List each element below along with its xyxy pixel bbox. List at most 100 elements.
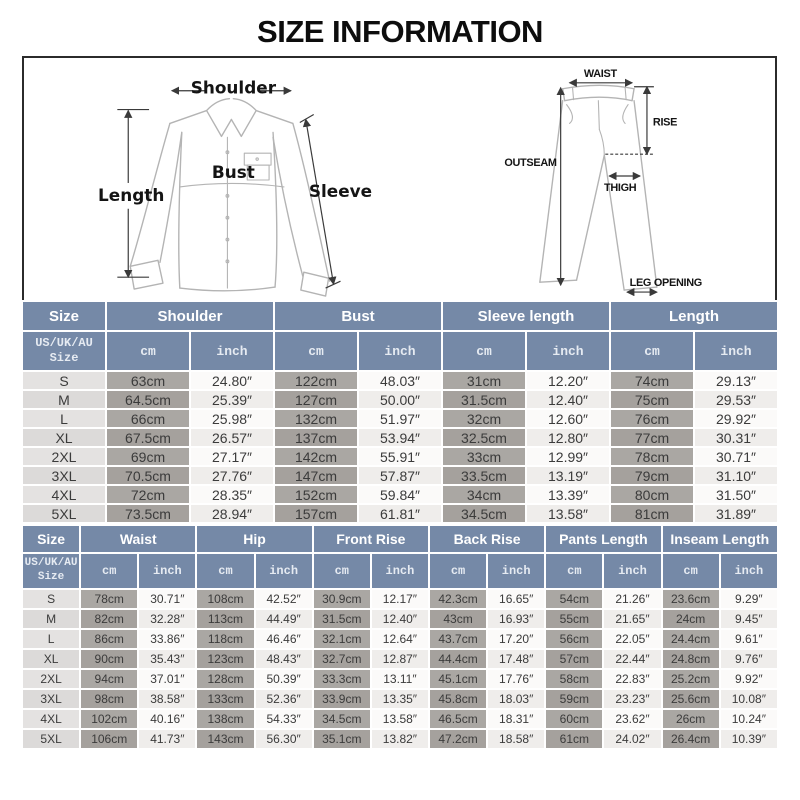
size-cell: L — [20, 628, 82, 650]
inch-value-cell: 29.53″ — [693, 389, 779, 410]
unit-cm-header: cm — [660, 552, 721, 590]
unit-inch-header: inch — [189, 330, 275, 372]
cm-value-cell: 90cm — [79, 648, 140, 670]
unit-inch-header: inch — [602, 552, 663, 590]
cm-value-cell: 94cm — [79, 668, 140, 690]
cm-value-cell: 43cm — [427, 608, 489, 630]
inch-value-cell: 22.44″ — [602, 648, 663, 670]
cm-value-cell: 44.4cm — [427, 648, 489, 670]
table-row: 2XL 69cm 27.17″ 142cm 55.91″ 33cm 12.99″ 78cm 30… — [21, 446, 779, 467]
cm-value-cell: 66cm — [105, 408, 191, 429]
unit-inch-header: inch — [369, 552, 430, 590]
inch-value-cell: 54.33″ — [253, 708, 314, 730]
inch-value-cell: 21.26″ — [602, 588, 663, 610]
cm-value-cell: 23.6cm — [660, 588, 721, 610]
unit-inch-header: inch — [486, 552, 547, 590]
inch-value-cell: 28.94″ — [189, 503, 275, 524]
inch-value-cell: 18.31″ — [486, 708, 547, 730]
inch-value-cell: 59.84″ — [357, 484, 443, 505]
inch-value-cell: 10.24″ — [718, 708, 780, 730]
inch-value-cell: 48.43″ — [253, 648, 314, 670]
size-cell: S — [21, 370, 107, 391]
cm-value-cell: 64.5cm — [105, 389, 191, 410]
size-column-header: Size — [21, 300, 107, 332]
inch-value-cell: 12.64″ — [369, 628, 430, 650]
cm-value-cell: 70.5cm — [105, 465, 191, 486]
measure-column-header: Back Rise — [427, 524, 547, 554]
cm-value-cell: 60cm — [544, 708, 605, 730]
inch-value-cell: 12.40″ — [369, 608, 430, 630]
cm-value-cell: 76cm — [609, 408, 695, 429]
cm-value-cell: 24cm — [660, 608, 721, 630]
inch-value-cell: 61.81″ — [357, 503, 443, 524]
unit-inch-header: inch — [718, 552, 780, 590]
size-cell: 4XL — [20, 708, 82, 730]
unit-cm-header: cm — [79, 552, 140, 590]
inch-value-cell: 56.30″ — [253, 728, 314, 750]
size-cell: 5XL — [21, 503, 107, 524]
shirt-measure-arrows — [117, 86, 341, 289]
cm-value-cell: 35.1cm — [311, 728, 372, 750]
pants-outline — [539, 84, 658, 291]
inch-value-cell: 12.17″ — [369, 588, 430, 610]
inch-value-cell: 27.17″ — [189, 446, 275, 467]
cm-value-cell: 143cm — [195, 728, 256, 750]
cm-value-cell: 74cm — [609, 370, 695, 391]
cm-value-cell: 25.6cm — [660, 688, 721, 710]
size-cell: XL — [21, 427, 107, 448]
cm-value-cell: 78cm — [609, 446, 695, 467]
tops-size-table: Size Shoulder Bust Sleeve length Length US/UK… — [21, 300, 779, 524]
table-row: 4XL 102cm 40.16″ 138cm 54.33″ 34.5cm 13.58″ 46.… — [20, 708, 780, 730]
cm-value-cell: 34cm — [441, 484, 527, 505]
measurement-diagram-panel: Shoulder Length Bust Sleeve — [22, 56, 777, 300]
table-row: XL 67.5cm 26.57″ 137cm 53.94″ 32.5cm 12.80″ 77c… — [21, 427, 779, 448]
unit-cm-header: cm — [273, 330, 359, 372]
inch-value-cell: 22.83″ — [602, 668, 663, 690]
inch-value-cell: 17.76″ — [486, 668, 547, 690]
unit-cm-header: cm — [544, 552, 605, 590]
inch-value-cell: 9.29″ — [718, 588, 780, 610]
cm-value-cell: 24.4cm — [660, 628, 721, 650]
pants-leg-opening-label: LEG OPENING — [630, 277, 702, 289]
inch-value-cell: 12.60″ — [525, 408, 611, 429]
inch-value-cell: 23.23″ — [602, 688, 663, 710]
table-row: L 66cm 25.98″ 132cm 51.97″ 32cm 12.60″ 76cm 29.9… — [21, 408, 779, 429]
inch-value-cell: 35.43″ — [137, 648, 198, 670]
table-row: 5XL 106cm 41.73″ 143cm 56.30″ 35.1cm 13.82″ 47.… — [20, 728, 780, 750]
cm-value-cell: 73.5cm — [105, 503, 191, 524]
inch-value-cell: 31.10″ — [693, 465, 779, 486]
inch-value-cell: 32.28″ — [137, 608, 198, 630]
cm-value-cell: 142cm — [273, 446, 359, 467]
cm-value-cell: 72cm — [105, 484, 191, 505]
table-row: 4XL 72cm 28.35″ 152cm 59.84″ 34cm 13.39″ 80cm 31… — [21, 484, 779, 505]
cm-value-cell: 43.7cm — [427, 628, 489, 650]
inch-value-cell: 22.05″ — [602, 628, 663, 650]
table-row: S 63cm 24.80″ 122cm 48.03″ 31cm 12.20″ 74cm 29.1… — [21, 370, 779, 391]
cm-value-cell: 106cm — [79, 728, 140, 750]
inch-value-cell: 12.99″ — [525, 446, 611, 467]
unit-cm-header: cm — [427, 552, 489, 590]
cm-value-cell: 45.1cm — [427, 668, 489, 690]
unit-cm-header: cm — [195, 552, 256, 590]
cm-value-cell: 132cm — [273, 408, 359, 429]
cm-value-cell: 82cm — [79, 608, 140, 630]
pants-thigh-label: THIGH — [604, 182, 637, 194]
table-row: XL 90cm 35.43″ 123cm 48.43″ 32.7cm 12.87″ 44.4c… — [20, 648, 780, 670]
inch-value-cell: 21.65″ — [602, 608, 663, 630]
inch-value-cell: 53.94″ — [357, 427, 443, 448]
cm-value-cell: 157cm — [273, 503, 359, 524]
inch-value-cell: 44.49″ — [253, 608, 314, 630]
cm-value-cell: 56cm — [544, 628, 605, 650]
cm-value-cell: 54cm — [544, 588, 605, 610]
size-cell: M — [20, 608, 82, 630]
pants-outseam-label: OUTSEAM — [504, 157, 557, 169]
size-cell: 2XL — [20, 668, 82, 690]
cm-value-cell: 63cm — [105, 370, 191, 391]
cm-value-cell: 86cm — [79, 628, 140, 650]
inch-value-cell: 31.89″ — [693, 503, 779, 524]
pants-rise-label: RISE — [653, 116, 677, 128]
measure-column-header: Waist — [79, 524, 198, 554]
unit-inch-header: inch — [253, 552, 314, 590]
inch-value-cell: 48.03″ — [357, 370, 443, 391]
inch-value-cell: 31.50″ — [693, 484, 779, 505]
